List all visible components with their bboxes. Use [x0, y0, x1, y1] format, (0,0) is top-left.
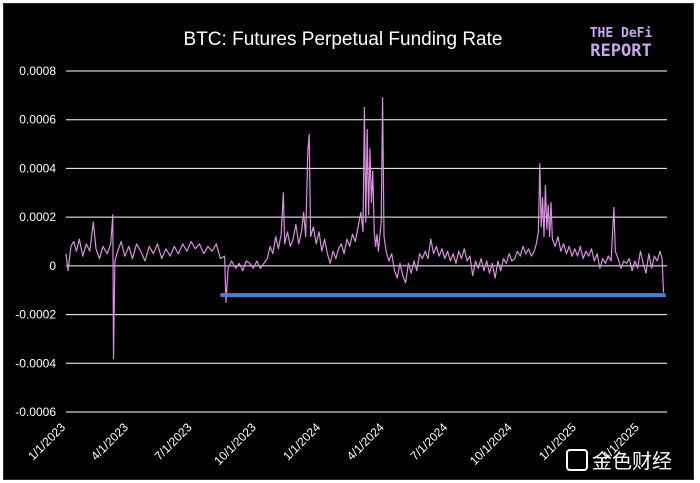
- y-tick-label: 0.0008: [19, 64, 56, 78]
- x-tick-label: 1/1/2023: [25, 420, 68, 463]
- gridlines: [66, 70, 667, 413]
- x-tick-label: 7/1/2024: [407, 420, 450, 463]
- the-defi-report-logo: THE DeFi REPORT: [590, 26, 653, 61]
- y-tick-label: 0.0004: [19, 161, 56, 175]
- y-tick-label: 0: [49, 259, 56, 273]
- x-tick-label: 1/1/2025: [536, 420, 579, 463]
- y-tick-label: 0.0002: [19, 210, 56, 224]
- chart-title: BTC: Futures Perpetual Funding Rate: [184, 29, 503, 50]
- funding-rate-line: [65, 97, 665, 359]
- y-tick-label: -0.0006: [15, 405, 56, 419]
- logo-line-2: REPORT: [590, 41, 651, 61]
- x-axis-ticks: 1/1/2023 4/1/2023 7/1/2023 10/1/2023 1/1/202…: [25, 420, 642, 468]
- y-tick-label: 0.0006: [19, 113, 56, 127]
- x-tick-label: 4/1/2024: [344, 420, 387, 463]
- series-layer: [65, 97, 666, 359]
- logo-line-1: THE DeFi: [590, 26, 653, 41]
- y-axis-ticks: 0.0008 0.0006 0.0004 0.0002 0 -0.0002 -0.0004 -…: [15, 64, 56, 419]
- y-tick-label: -0.0004: [15, 356, 56, 370]
- watermark-badge-icon: [566, 449, 588, 471]
- x-tick-label: 1/1/2024: [280, 420, 323, 463]
- x-tick-label: 10/1/2024: [467, 420, 515, 468]
- watermark-text: 金色财经: [592, 449, 672, 473]
- chart-panel: 0.0008 0.0006 0.0004 0.0002 0 -0.0002 -0.0004 -…: [3, 3, 694, 480]
- jinse-watermark: 金色财经: [566, 449, 672, 473]
- y-tick-label: -0.0002: [15, 308, 56, 322]
- x-tick-label: 10/1/2023: [211, 420, 259, 468]
- x-tick-label: 7/1/2023: [152, 420, 195, 463]
- funding-rate-chart: 0.0008 0.0006 0.0004 0.0002 0 -0.0002 -0.0004 -…: [15, 26, 672, 473]
- x-tick-label: 4/1/2023: [88, 420, 131, 463]
